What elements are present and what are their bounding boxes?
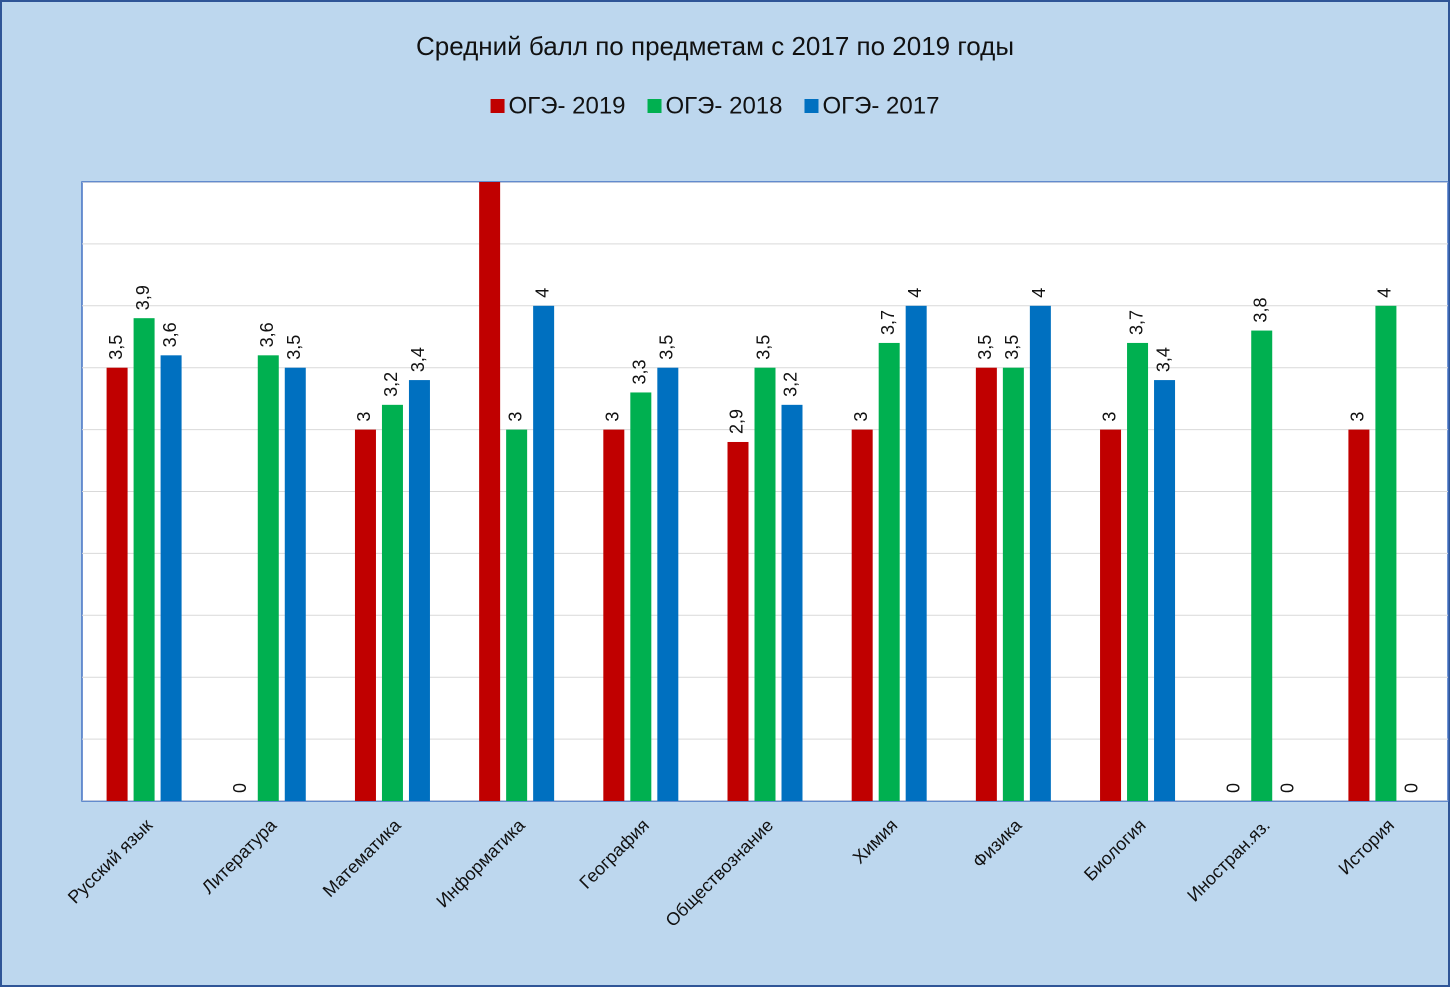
data-label: 3,2 — [381, 372, 401, 397]
data-label: 4 — [905, 288, 925, 298]
bar — [533, 305, 555, 801]
data-label: 4 — [1029, 288, 1049, 298]
bar — [1002, 367, 1024, 801]
data-label: 3,5 — [284, 335, 304, 360]
legend-label: ОГЭ- 2019 — [509, 92, 626, 119]
legend-item: ОГЭ- 2018 — [647, 92, 783, 119]
data-label: 3,3 — [630, 359, 650, 384]
data-label: 3,2 — [781, 372, 801, 397]
legend-item: ОГЭ- 2019 — [490, 92, 626, 119]
data-label: 3,7 — [878, 310, 898, 335]
bar — [1375, 305, 1397, 801]
bar — [1251, 330, 1273, 801]
data-label: 0 — [230, 783, 250, 793]
data-label: 3,6 — [257, 322, 277, 347]
data-label: 3,5 — [754, 335, 774, 360]
bar — [1154, 380, 1176, 801]
data-label: 3 — [505, 412, 525, 422]
bar — [878, 342, 900, 801]
plot — [82, 182, 1448, 801]
data-label: 3,4 — [408, 347, 428, 372]
bar — [630, 392, 652, 801]
bar — [354, 429, 376, 801]
bar — [727, 441, 749, 801]
bar — [133, 318, 155, 801]
data-label: 3,5 — [106, 335, 126, 360]
bar — [851, 429, 873, 801]
bar — [408, 380, 430, 801]
legend-label: ОГЭ- 2018 — [666, 92, 783, 119]
bar — [160, 355, 182, 801]
bar — [479, 182, 501, 801]
legend-label: ОГЭ- 2017 — [822, 92, 939, 119]
data-label: 4 — [1375, 288, 1395, 298]
legend-item: ОГЭ- 2017 — [804, 92, 939, 119]
chart-title: Средний балл по предметам с 2017 по 2019… — [416, 31, 1014, 61]
bar — [975, 367, 997, 801]
bar — [657, 367, 679, 801]
legend-swatch — [490, 99, 505, 113]
legend-swatch — [647, 99, 662, 113]
bar — [781, 404, 803, 801]
data-label: 3 — [603, 412, 623, 422]
data-label: 3,5 — [975, 335, 995, 360]
bar — [1127, 342, 1149, 801]
data-label: 3,8 — [1250, 298, 1270, 323]
data-label: 3 — [851, 412, 871, 422]
legend-swatch — [804, 99, 819, 113]
data-label: 4 — [532, 288, 552, 298]
bar — [284, 367, 306, 801]
bar — [905, 305, 927, 801]
data-label: 2,9 — [727, 409, 747, 434]
bar — [1348, 429, 1370, 801]
data-label: 0 — [1223, 783, 1243, 793]
bar — [257, 355, 279, 801]
data-label: 3 — [1099, 412, 1119, 422]
data-label: 3 — [1348, 412, 1368, 422]
bar — [506, 429, 528, 801]
data-label: 0 — [1402, 783, 1422, 793]
bar — [106, 367, 128, 801]
bar — [603, 429, 625, 801]
data-label: 3,5 — [1002, 335, 1022, 360]
bar — [754, 367, 776, 801]
data-label: 3,4 — [1153, 347, 1173, 372]
data-label: 3,9 — [133, 285, 153, 310]
data-label: 3 — [354, 412, 374, 422]
bar — [1100, 429, 1122, 801]
data-label: 3,6 — [160, 322, 180, 347]
data-label: 3,5 — [657, 335, 677, 360]
bar — [1029, 305, 1051, 801]
legend: ОГЭ- 2019 ОГЭ- 2018 ОГЭ- 2017 — [490, 92, 939, 119]
data-label: 3,7 — [1126, 310, 1146, 335]
data-label: 0 — [1277, 783, 1297, 793]
bar — [381, 404, 403, 801]
